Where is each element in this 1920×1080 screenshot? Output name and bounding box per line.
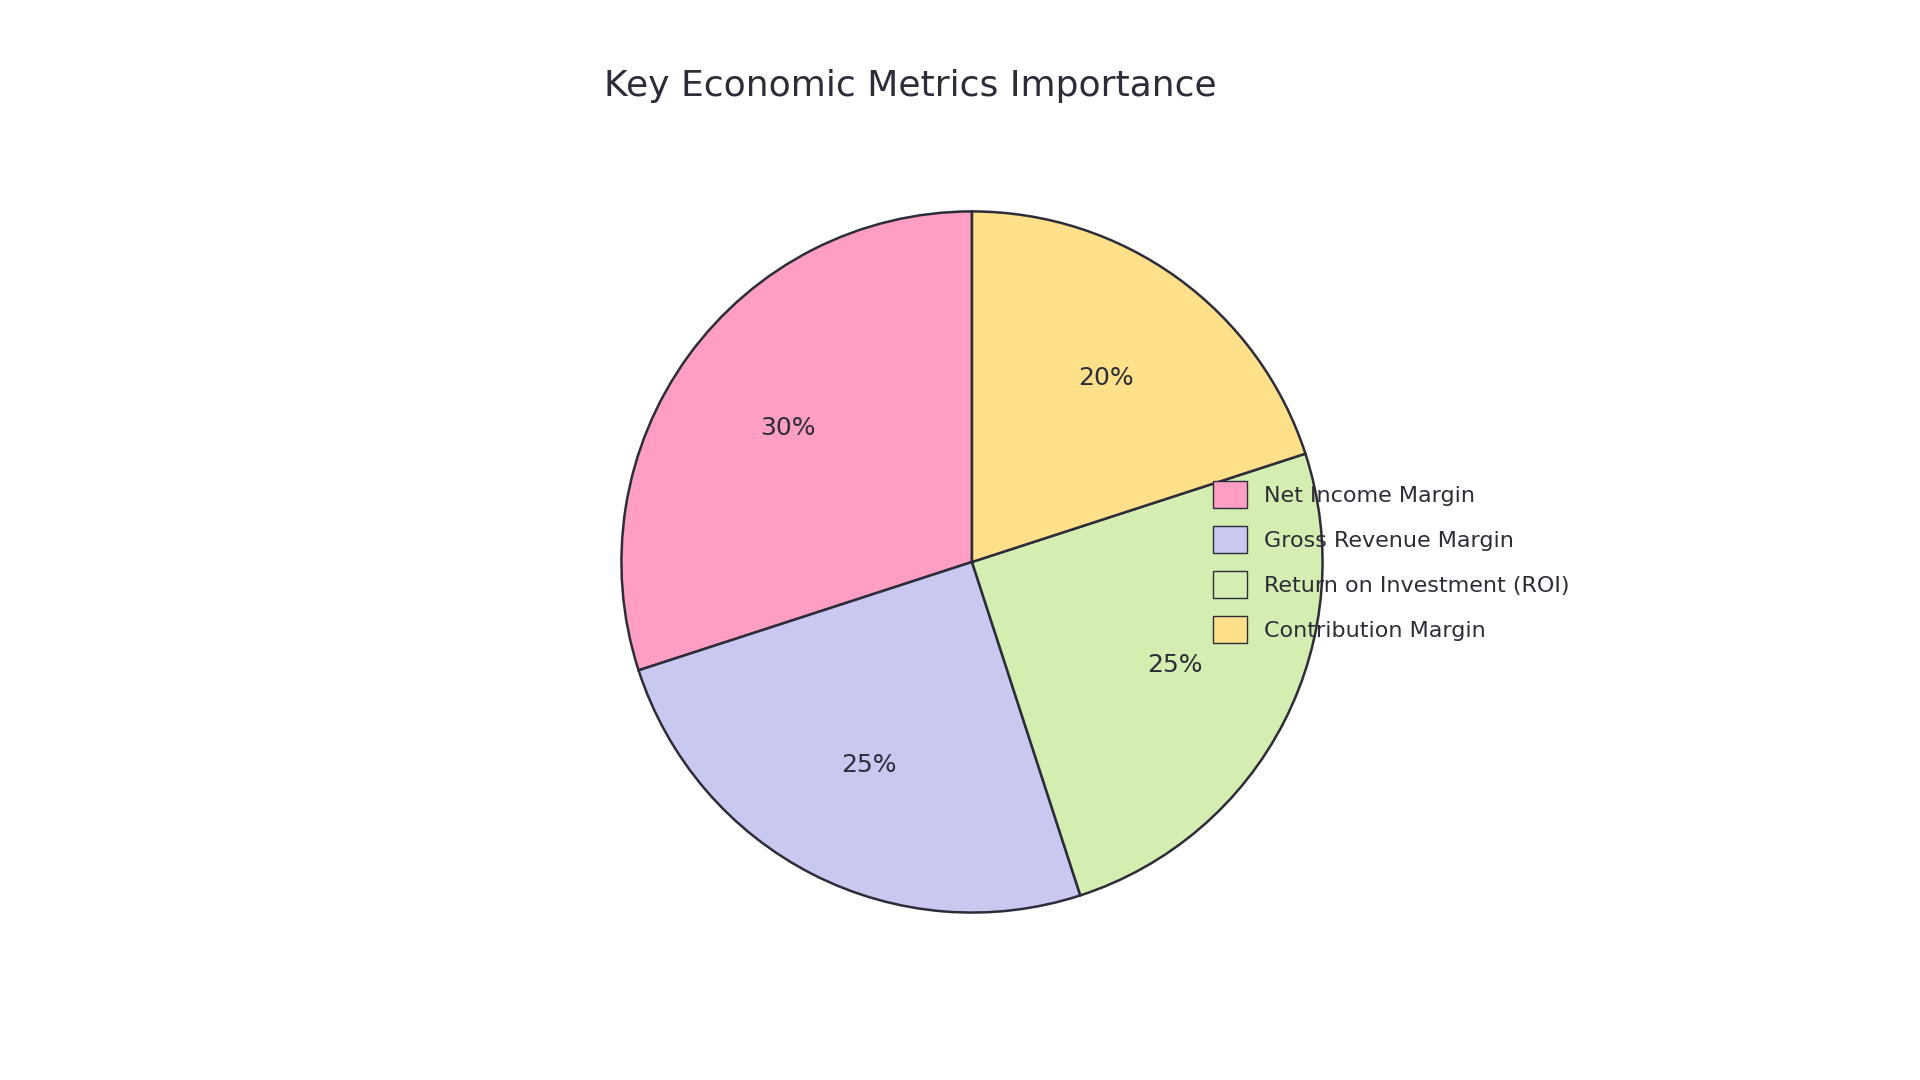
Text: 30%: 30% xyxy=(760,416,816,440)
Text: 25%: 25% xyxy=(841,753,897,777)
Wedge shape xyxy=(972,454,1323,895)
Text: 20%: 20% xyxy=(1079,366,1133,390)
Wedge shape xyxy=(639,562,1081,913)
Legend: Net Income Margin, Gross Revenue Margin, Return on Investment (ROI), Contributio: Net Income Margin, Gross Revenue Margin,… xyxy=(1202,470,1580,654)
Text: Key Economic Metrics Importance: Key Economic Metrics Importance xyxy=(605,69,1217,103)
Text: 25%: 25% xyxy=(1148,653,1202,677)
Wedge shape xyxy=(972,212,1306,562)
Wedge shape xyxy=(622,212,972,671)
